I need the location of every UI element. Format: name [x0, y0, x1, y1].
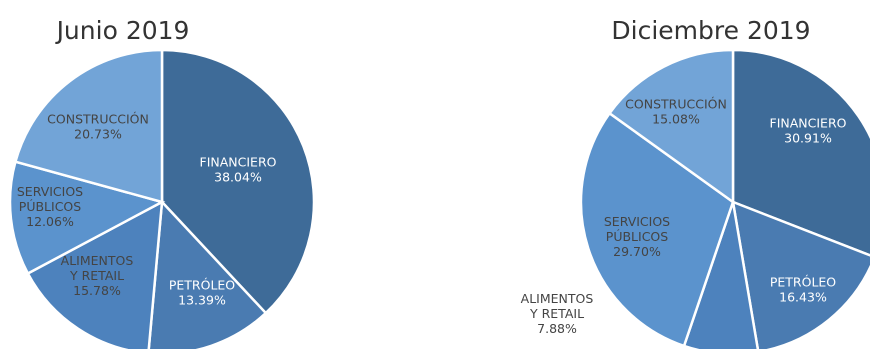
slice-value-label: 30.91% [784, 131, 832, 146]
slice-value-label: 13.39% [178, 293, 226, 308]
slice-category-label: PETRÓLEO [770, 275, 836, 290]
slice-category-label: FINANCIERO [200, 155, 277, 170]
slice-category-label: SERVICIOS [17, 184, 83, 199]
slice-value-label: 38.04% [214, 170, 262, 185]
pie-slice [160, 48, 316, 315]
slice-category-label: Y RETAIL [529, 306, 584, 321]
slice-category-label: CONSTRUCCIÓN [47, 112, 149, 127]
slice-value-label: 12.06% [26, 214, 74, 229]
slice-category-label: SERVICIOS [604, 214, 670, 229]
pie-slice [731, 200, 870, 349]
slice-value-label: 15.78% [73, 283, 121, 298]
slice-value-label: 29.70% [613, 244, 661, 259]
slice-category-label: PÚBLICOS [19, 199, 81, 214]
slice-category-label: FINANCIERO [770, 116, 847, 131]
pie-slice [8, 160, 166, 276]
slice-value-label: 20.73% [74, 127, 122, 142]
slice-category-label: PÚBLICOS [606, 229, 668, 244]
slice-value-label: 16.43% [779, 290, 827, 305]
chart-title-june: Junio 2019 [55, 16, 190, 45]
slice-category-label: ALIMENTOS [521, 291, 594, 306]
pie-slice [607, 48, 735, 205]
pie-slice [731, 48, 870, 257]
chart-title-december: Diciembre 2019 [611, 16, 810, 45]
slice-category-label: ALIMENTOS [61, 253, 134, 268]
slice-category-label: CONSTRUCCIÓN [625, 97, 727, 112]
pie-slice [147, 199, 268, 349]
pie-slice [26, 199, 164, 349]
slice-value-label: 7.88% [537, 321, 577, 336]
slice-category-label: Y RETAIL [69, 268, 124, 283]
slice-category-label: PETRÓLEO [169, 278, 235, 293]
pie-slice [579, 111, 735, 348]
pie-slice [13, 48, 164, 204]
slice-value-label: 15.08% [652, 112, 700, 127]
